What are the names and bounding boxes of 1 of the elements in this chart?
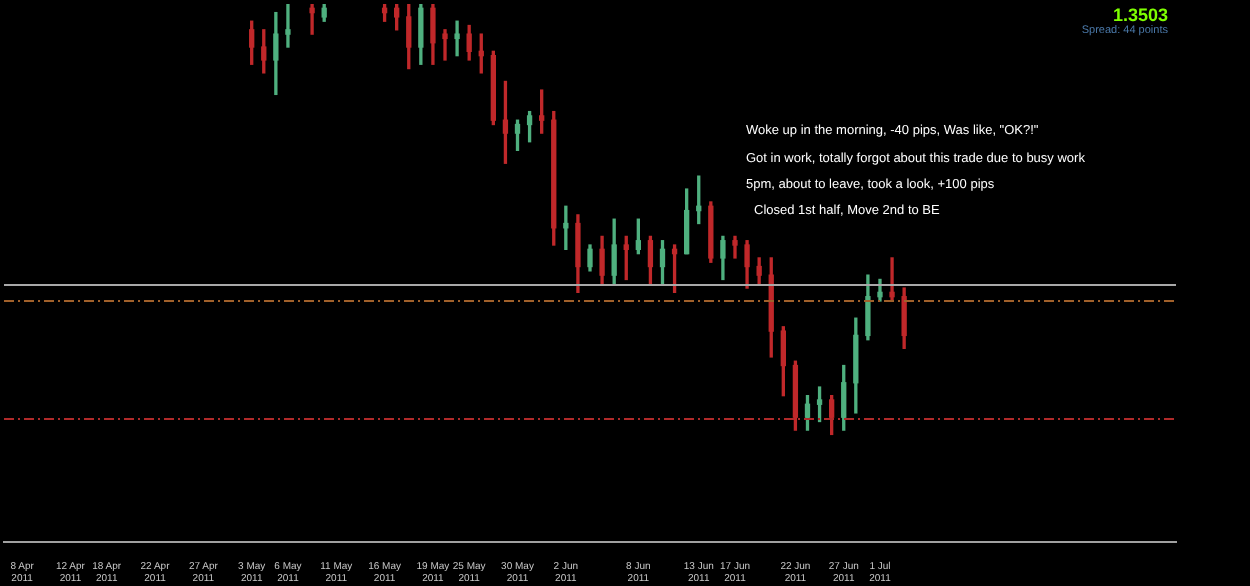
annotation: 1.3503 — [1112, 4, 1168, 25]
